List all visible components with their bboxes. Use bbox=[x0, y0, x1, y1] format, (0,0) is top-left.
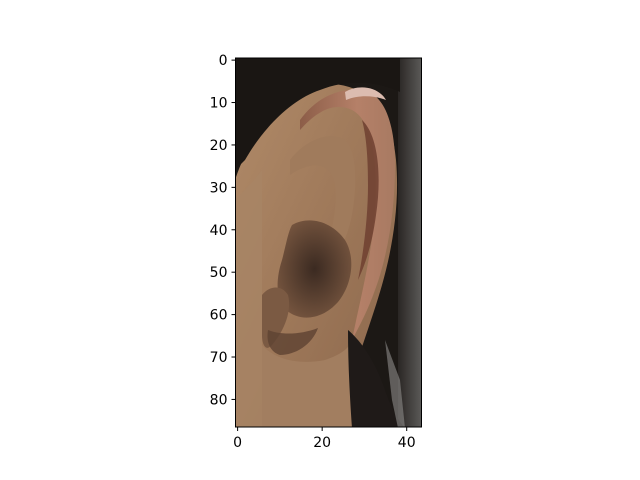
y-tick-label: 40 bbox=[210, 223, 228, 239]
lower-hair bbox=[348, 330, 405, 427]
y-tick-label: 80 bbox=[210, 392, 228, 408]
hair-strands bbox=[385, 340, 405, 427]
concha bbox=[277, 220, 352, 318]
background-wall bbox=[398, 58, 422, 427]
y-tick-label: 50 bbox=[210, 265, 228, 281]
y-tick-label: 30 bbox=[210, 180, 228, 196]
x-tick-label: 0 bbox=[233, 435, 242, 451]
ear-photo bbox=[235, 58, 422, 427]
intertragic-shadow bbox=[267, 328, 318, 355]
y-tick-label: 20 bbox=[210, 138, 228, 154]
axes-frame bbox=[235, 57, 422, 428]
y-tick-label: 0 bbox=[219, 53, 228, 69]
x-tick-label: 20 bbox=[313, 435, 331, 451]
x-tick-label: 40 bbox=[398, 435, 416, 451]
y-tick-label: 60 bbox=[210, 308, 228, 324]
helix-fold-shadow bbox=[358, 120, 379, 280]
y-axis: 0 10 20 30 40 50 60 70 80 bbox=[210, 53, 236, 408]
upper-hair bbox=[235, 58, 400, 170]
cheek-region bbox=[235, 170, 262, 427]
x-axis: 0 20 40 bbox=[233, 427, 416, 451]
helix-highlight bbox=[345, 87, 386, 100]
y-tick-label: 10 bbox=[210, 96, 228, 112]
y-tick-label: 70 bbox=[210, 350, 228, 366]
ear-lobe bbox=[262, 340, 352, 427]
helix-rim bbox=[300, 89, 395, 340]
